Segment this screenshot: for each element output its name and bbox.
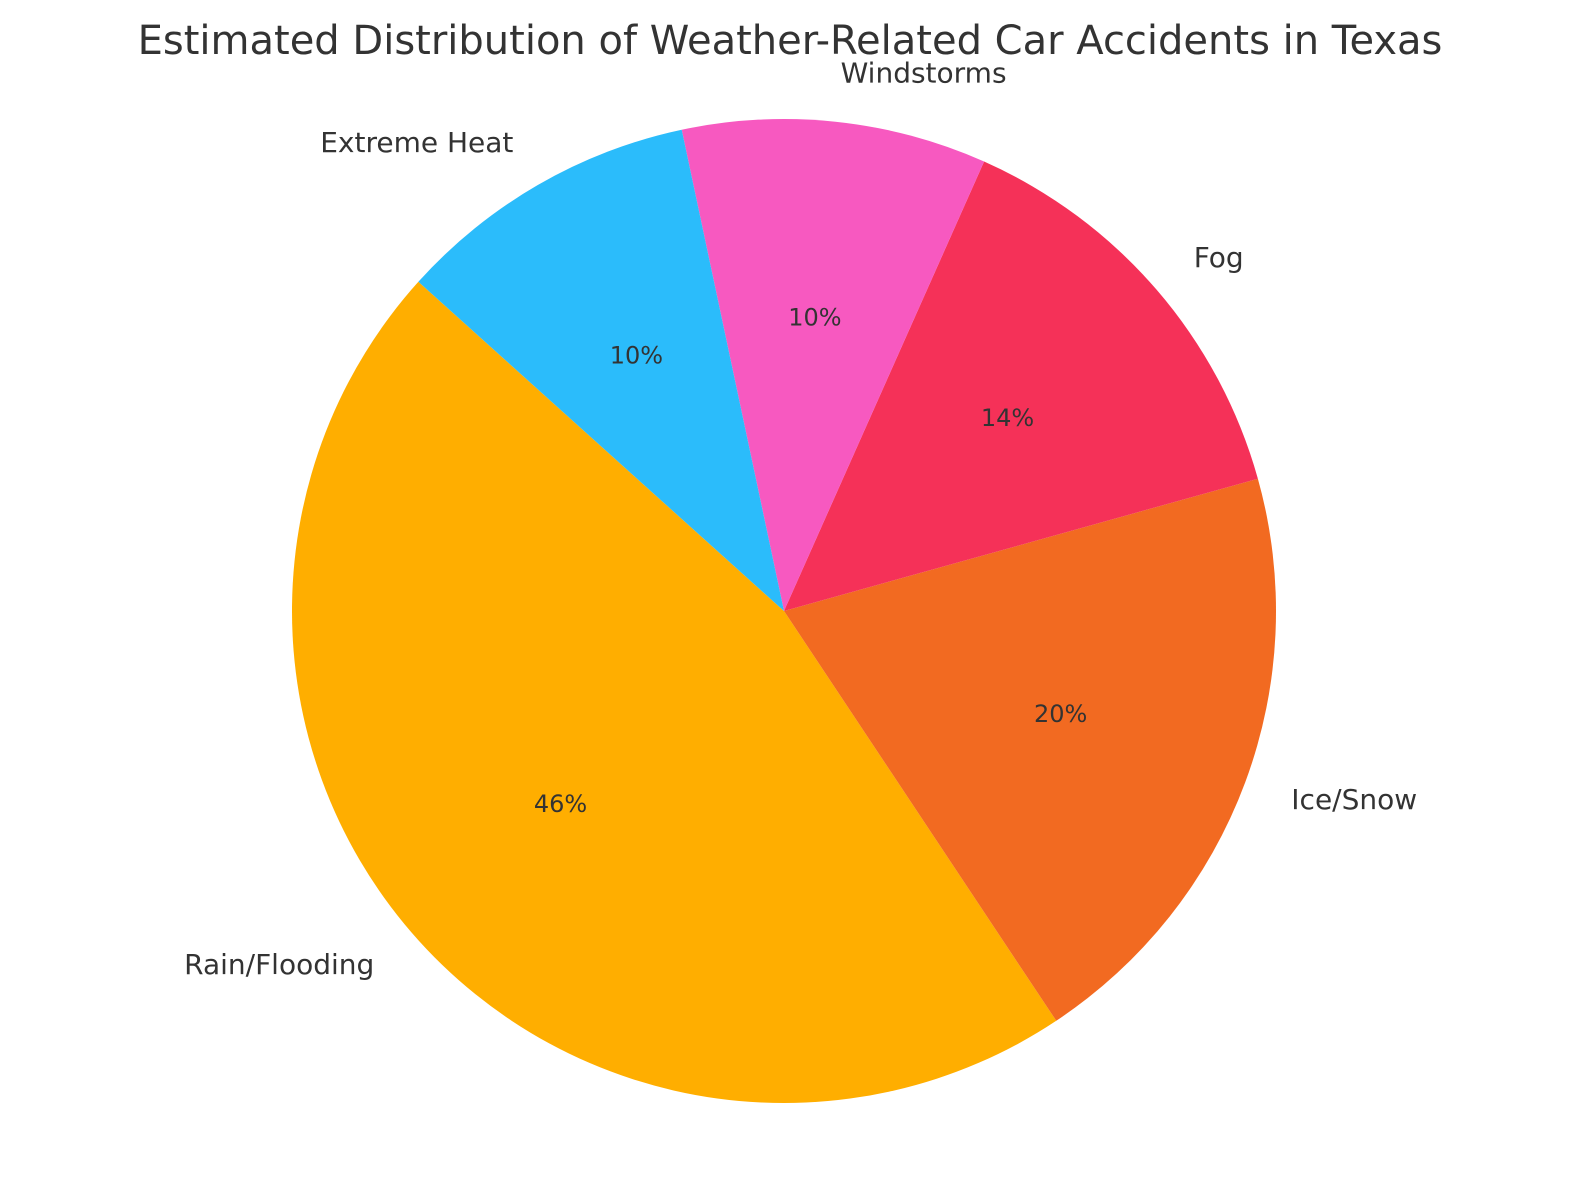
pie-slice-extreme-heat: [418, 129, 784, 611]
pie-labels: 46% Rain/Flooding 20% Ice/Snow 14% Fog 10% Wind…: [184, 56, 1417, 981]
slice-value-label: 46%: [534, 790, 587, 818]
slice-value-label: 10%: [788, 303, 841, 331]
chart-title: Estimated Distribution of Weather-Relate…: [138, 18, 1443, 64]
slice-value-label: 20%: [1034, 700, 1087, 728]
pie-slice-fog: [784, 161, 1258, 612]
pie-slice-ice-snow: [784, 478, 1277, 1021]
pie-slice-windstorms: [681, 119, 985, 612]
slice-category-label: Ice/Snow: [1291, 783, 1417, 816]
slice-category-label: Fog: [1194, 241, 1244, 274]
pie-slices: [291, 119, 1277, 1104]
slice-value-label: 10%: [610, 341, 663, 369]
slice-category-label: Windstorms: [841, 56, 1007, 89]
slice-category-label: Rain/Flooding: [184, 948, 374, 981]
slice-category-label: Extreme Heat: [320, 126, 513, 159]
slice-value-label: 14%: [981, 404, 1034, 432]
pie-slice-rain-flooding: [291, 281, 1057, 1104]
